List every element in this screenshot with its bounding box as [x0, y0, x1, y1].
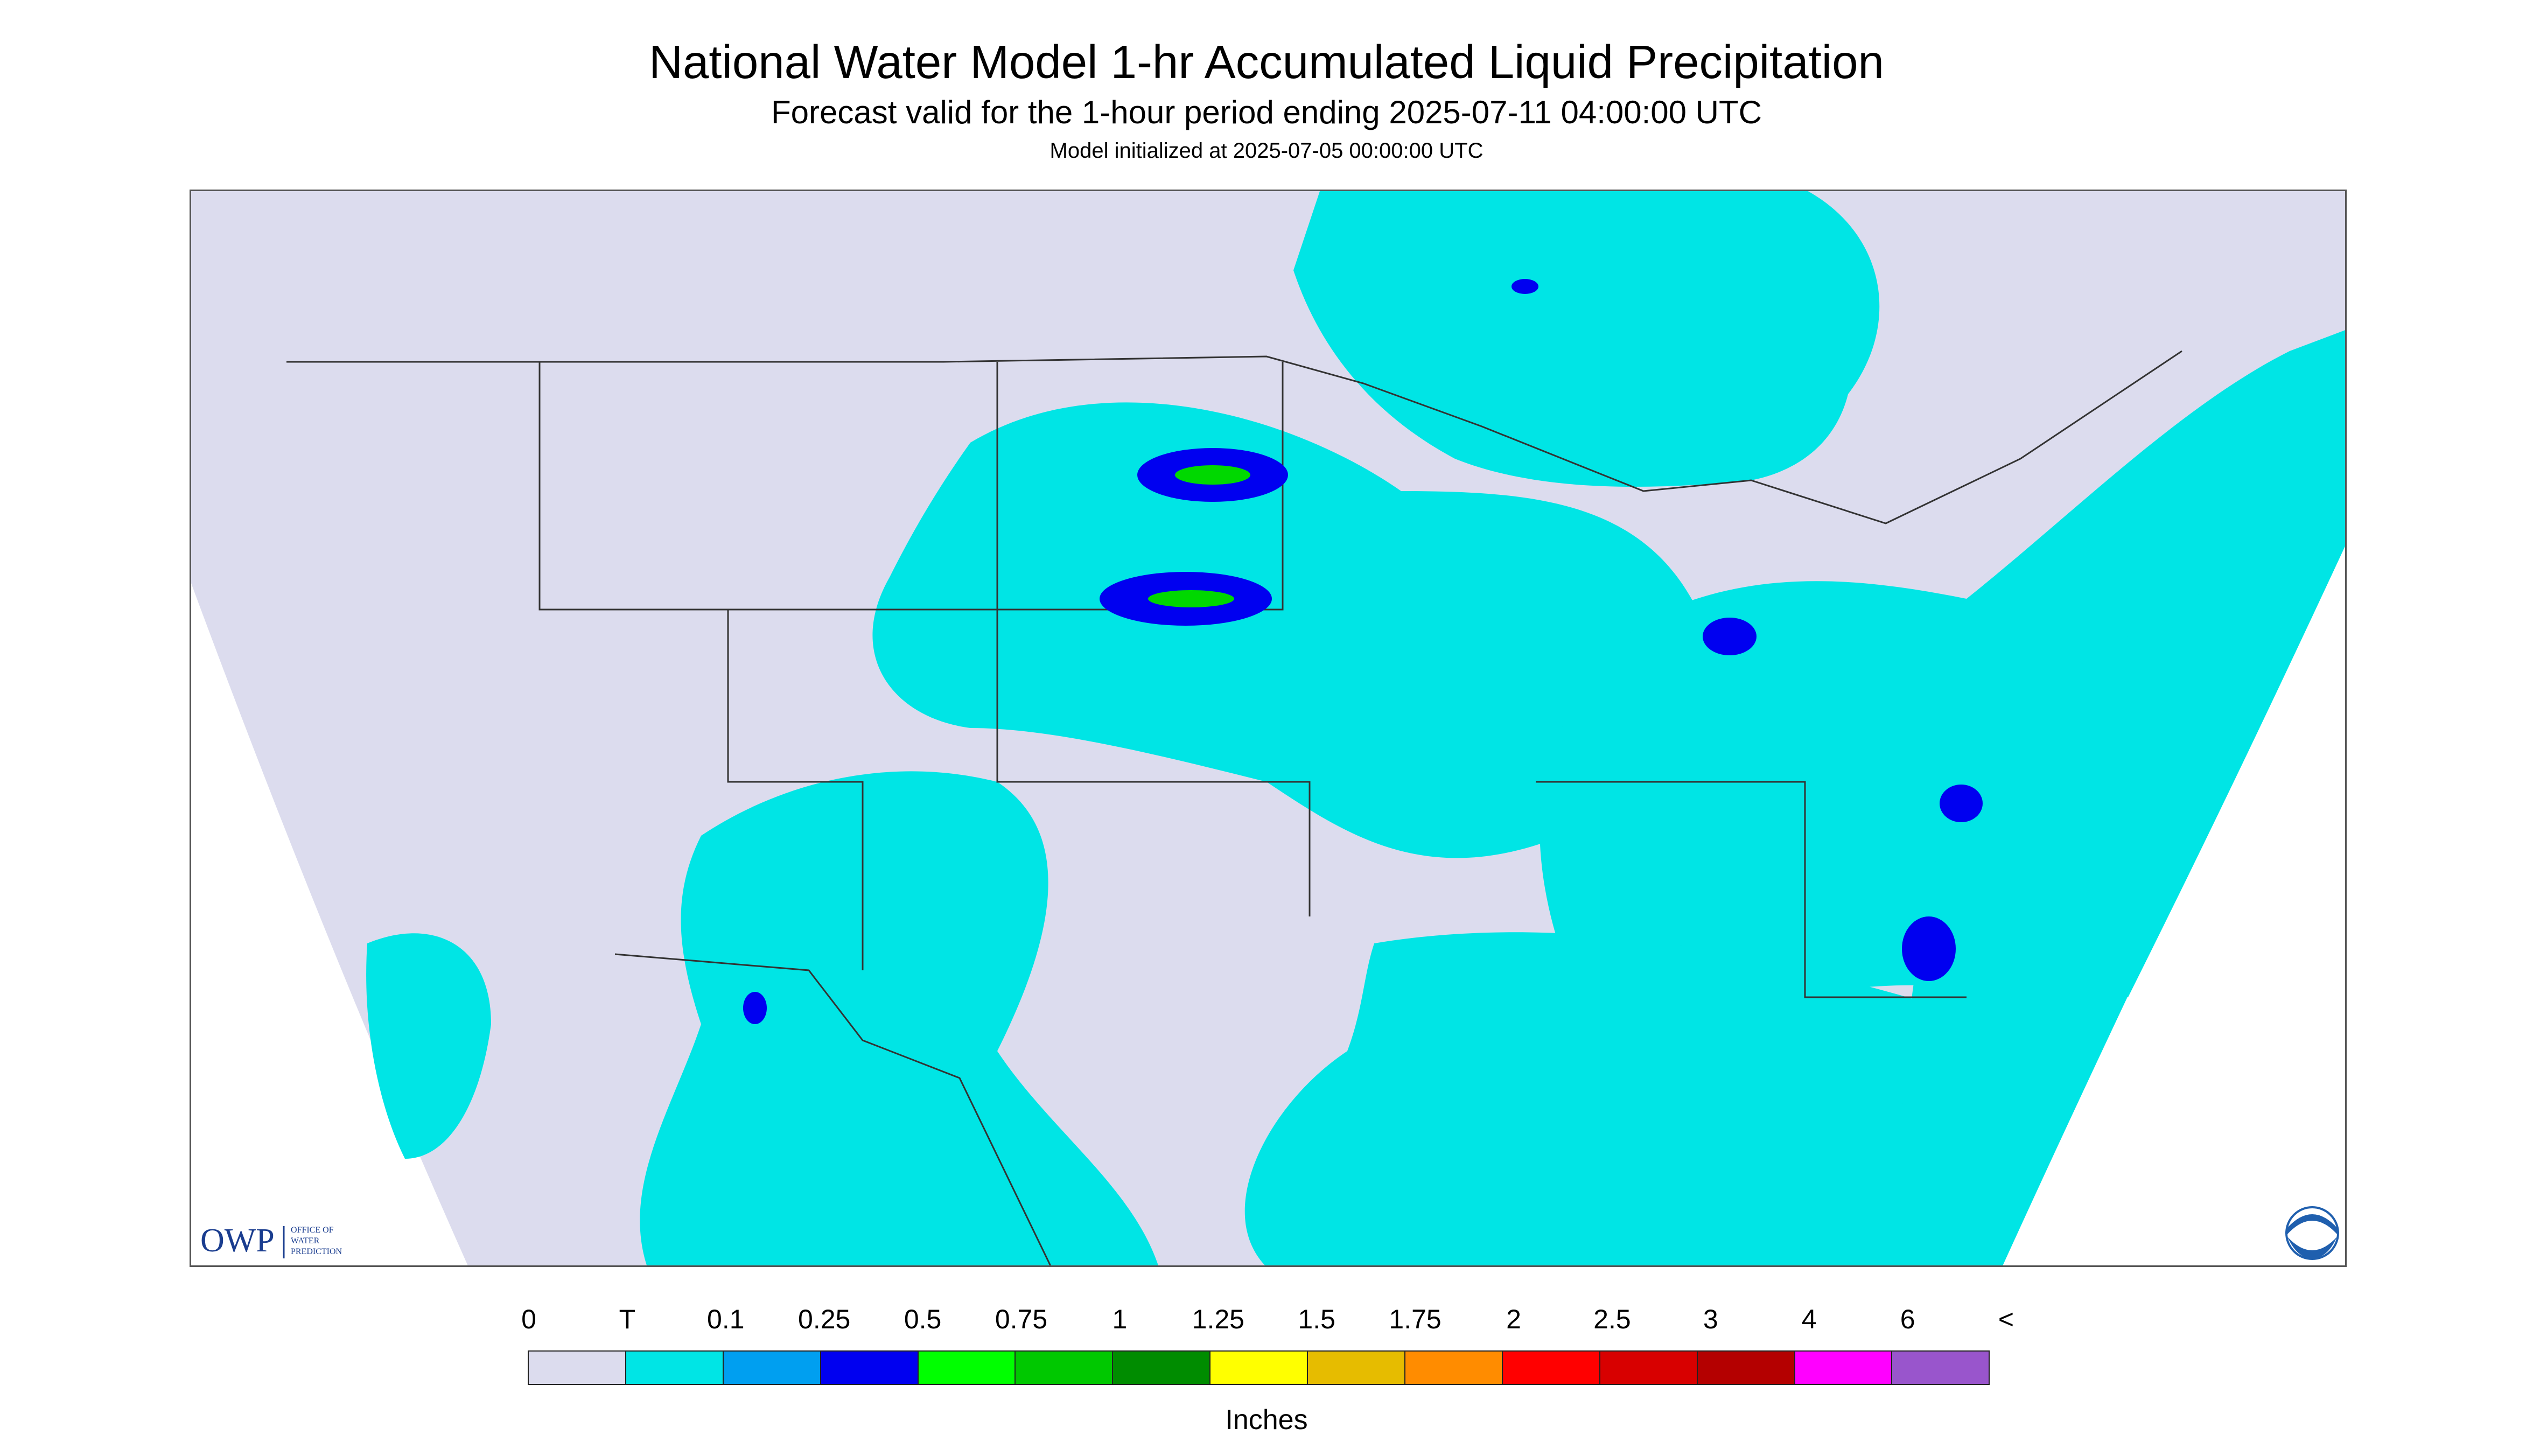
legend-label: 1.25 — [1192, 1304, 1244, 1334]
legend-label: 1 — [1112, 1304, 1128, 1334]
legend-swatch — [722, 1350, 821, 1385]
legend-label: 0.5 — [904, 1304, 942, 1334]
map-frame — [190, 190, 2347, 1267]
precip-cell-oh — [1703, 618, 1757, 655]
precip-area-great-lakes — [1293, 190, 1880, 487]
precip-cell-ne-green — [1148, 590, 1234, 607]
legend-swatch — [1404, 1350, 1503, 1385]
owp-logo-text-1: OFFICE OF — [291, 1226, 334, 1235]
state-lines-west — [538, 362, 864, 970]
legend-units: Inches — [1225, 1404, 1308, 1436]
precip-cell-ontario — [1512, 279, 1538, 294]
legend-label: 2.5 — [1593, 1304, 1631, 1334]
legend-label: 2 — [1506, 1304, 1521, 1334]
legend-swatch — [1112, 1350, 1211, 1385]
legend-label: 0 — [521, 1304, 536, 1334]
legend-labels: 0 T 0.1 0.25 0.5 0.75 1 1.25 1.5 1.75 2 2.5 3 4 6 < — [0, 1303, 2533, 1341]
legend-label: 0.75 — [995, 1304, 1048, 1334]
legend-swatch — [1209, 1350, 1309, 1385]
precip-cell-az — [743, 992, 767, 1024]
legend-label: 3 — [1703, 1304, 1718, 1334]
precip-trace-layer — [366, 190, 2347, 1267]
owp-logo-text-2: WATER — [291, 1236, 320, 1245]
precip-cell-sd-green — [1175, 465, 1250, 485]
legend-swatch — [1794, 1350, 1893, 1385]
map-subtitle: Forecast valid for the 1-hour period end… — [771, 94, 1762, 130]
precipitation-map: OWP OFFICE OF WATER PREDICTION NOAA — [190, 190, 2347, 1267]
legend-swatch — [820, 1350, 919, 1385]
noaa-logo-icon: NOAA — [2285, 1206, 2339, 1260]
precip-area-southwest — [640, 771, 1159, 1267]
owp-logo: OWP OFFICE OF WATER PREDICTION — [200, 1222, 342, 1259]
legend-swatch — [1891, 1350, 1990, 1385]
legend-label: 4 — [1801, 1304, 1817, 1334]
precip-area-atlantic — [1902, 513, 2347, 1267]
legend-swatch — [1501, 1350, 1600, 1385]
legend-label: < — [1998, 1304, 2014, 1334]
model-init-note: Model initialized at 2025-07-05 00:00:00… — [1049, 139, 1484, 163]
state-lines-central — [728, 608, 1311, 916]
us-mexico-border — [614, 953, 1052, 1267]
legend-label: 1.5 — [1298, 1304, 1335, 1334]
legend-label: 1.75 — [1389, 1304, 1442, 1334]
legend-swatch — [528, 1350, 626, 1385]
us-canada-border — [286, 350, 2182, 524]
owp-logo-text-3: PREDICTION — [291, 1247, 342, 1256]
map-title: National Water Model 1-hr Accumulated Li… — [649, 36, 1884, 88]
boundaries-layer — [286, 350, 2182, 1267]
precip-cell-nc — [1902, 916, 1956, 981]
legend-swatch — [1307, 1350, 1406, 1385]
legend-swatch — [1599, 1350, 1698, 1385]
legend-label: 6 — [1900, 1304, 1915, 1334]
legend-label: 0.25 — [798, 1304, 851, 1334]
precip-area-north-central — [872, 402, 1697, 858]
precip-heavy-cells — [743, 279, 1983, 1024]
legend-swatch — [1696, 1350, 1795, 1385]
legend-color-bar — [528, 1350, 1990, 1385]
legend-swatch — [625, 1350, 724, 1385]
legend-label: T — [619, 1304, 636, 1334]
state-lines-east — [1536, 781, 1967, 998]
noaa-logo-text: NOAA — [2299, 1229, 2325, 1238]
precip-area-gulf — [1244, 932, 2074, 1267]
precip-area-far-southwest — [366, 933, 491, 1159]
legend-label: 0.1 — [707, 1304, 745, 1334]
owp-logo-mark: OWP — [200, 1222, 275, 1259]
legend-swatch — [917, 1350, 1016, 1385]
precip-cell-va — [1940, 785, 1983, 822]
legend-swatch — [1014, 1350, 1114, 1385]
